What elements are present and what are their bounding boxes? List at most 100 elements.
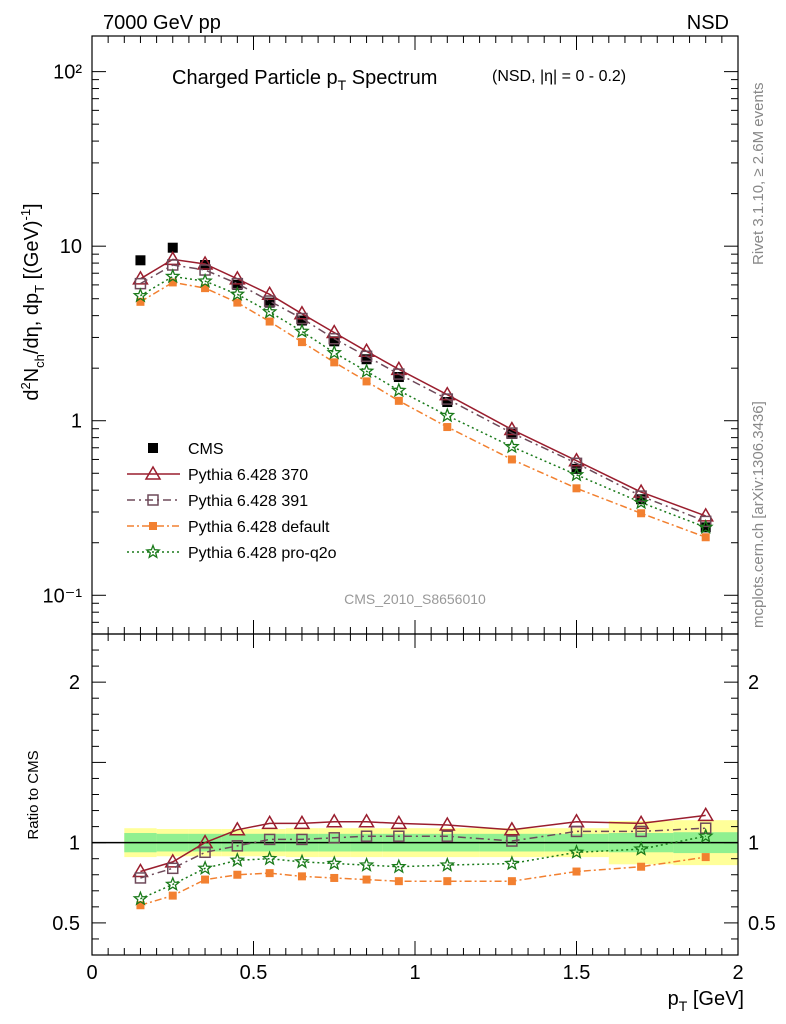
x-tick-label: 0.5 (240, 962, 268, 984)
header-process: NSD (687, 12, 729, 34)
main-point-pdefault (297, 338, 306, 347)
main-axis-ticks: 10⁻¹ 1 10 10² (43, 36, 739, 635)
main-point-pq2o (504, 438, 520, 454)
main-point-pq2o (326, 344, 343, 360)
main-point-pdefault (572, 484, 581, 493)
ratio-point-p370 (293, 814, 311, 830)
ratio-point-pq2o (197, 859, 213, 876)
x-tick-label: 1 (409, 962, 420, 984)
ratio-point-pdefault (637, 862, 646, 871)
legend-item-pdefault: Pythia 6.428 default (127, 519, 330, 536)
ratio-point-p370 (325, 813, 343, 828)
main-plot-area (132, 242, 715, 542)
ratio-point-pq2o (390, 858, 407, 874)
ratio-point-pdefault (168, 891, 177, 900)
ratio-point-p391 (199, 846, 211, 859)
ratio-point-pq2o (358, 856, 375, 872)
main-y-tick-label: 10⁻¹ (43, 585, 83, 607)
x-tick-label: 1.5 (563, 962, 591, 984)
main-point-pdefault (136, 297, 145, 306)
main-line-pq2o (140, 275, 706, 529)
main-point-cms (296, 315, 307, 326)
ratio-point-pq2o (568, 843, 585, 859)
chart-title: Charged Particle pT Spectrum (NSD, |η| =… (172, 67, 626, 93)
main-point-pdefault (201, 284, 210, 293)
ratio-y-tick-label-right: 2 (748, 672, 759, 694)
ratio-point-p391 (506, 835, 518, 847)
ratio-point-p391 (570, 825, 583, 838)
ratio-point-p391 (263, 833, 276, 846)
analysis-id: CMS_2010_S8656010 (344, 591, 486, 607)
ratio-point-p370 (229, 821, 246, 836)
ratio-point-pdefault (297, 872, 306, 881)
ratio-frame (91, 633, 739, 956)
main-point-pdefault (168, 278, 177, 287)
ratio-point-p391 (328, 832, 340, 844)
ratio-point-p370 (568, 813, 585, 828)
title-tail: Spectrum (346, 67, 437, 89)
main-point-pq2o (391, 382, 407, 398)
ratio-series-p391 (134, 822, 712, 884)
ratio-point-pdefault (136, 901, 145, 910)
title-sub: T (338, 77, 347, 93)
ratio-point-pdefault (507, 877, 516, 886)
main-point-p391 (393, 368, 405, 380)
ratio-line-p370 (140, 814, 706, 873)
ratio-point-p370 (164, 853, 182, 868)
legend-item-p391: Pythia 6.428 391 (127, 493, 308, 510)
ratio-point-pdefault (701, 853, 710, 862)
ratio-point-pq2o (164, 876, 181, 892)
legend-item-p370: Pythia 6.428 370 (127, 465, 308, 484)
main-y-tick-label: 10² (53, 62, 82, 84)
ratio-point-p370 (358, 813, 375, 828)
main-line-pdefault (140, 281, 706, 538)
ratio-y-axis-label: Ratio to CMS (25, 750, 42, 839)
ratio-point-pdefault (233, 870, 242, 879)
ratio-point-p391 (167, 862, 179, 875)
main-point-pdefault (233, 298, 242, 307)
ratio-y-tick-label: 1 (69, 833, 80, 855)
ratio-point-p391 (393, 830, 405, 842)
main-point-pq2o (197, 272, 213, 288)
main-point-pq2o (164, 268, 181, 284)
main-point-pq2o (294, 323, 310, 339)
ratio-point-p391 (134, 872, 147, 884)
title-note: (NSD, |η| = 0 - 0.2) (492, 68, 626, 85)
ratio-point-pdefault (443, 877, 452, 886)
rivet-label: Rivet 3.1.10, ≥ 2.6M events (750, 83, 767, 266)
ratio-point-p391 (699, 822, 712, 834)
ratio-line-pdefault (140, 856, 706, 906)
ratio-point-pdefault (572, 867, 581, 876)
ratio-point-p370 (132, 863, 149, 878)
legend-label: CMS (188, 441, 224, 458)
ratio-point-p370 (390, 814, 408, 830)
main-point-pq2o (229, 286, 246, 302)
main-point-cms (264, 297, 275, 308)
main-point-p391 (360, 350, 373, 363)
ratio-point-p370 (632, 814, 650, 830)
ratio-point-pq2o (326, 855, 343, 871)
ratio-point-p370 (261, 814, 278, 830)
legend-marker (149, 522, 157, 530)
ratio-point-p370 (697, 806, 715, 822)
main-point-p391 (328, 332, 340, 345)
ratio-plot-area (92, 806, 738, 910)
ratio-point-p391 (296, 833, 308, 846)
legend-item-pq2o: Pythia 6.428 pro-q2o (127, 543, 337, 562)
ratio-point-p370 (503, 821, 521, 836)
ratio-point-pdefault (330, 873, 339, 882)
main-point-cms (700, 522, 711, 533)
svg-text:Charged Particle pT Spectrum: Charged Particle pT Spectrum (172, 67, 437, 93)
ratio-point-pdefault (265, 869, 274, 878)
ratio-panel: 0 0.5 1 1.5 2 0.5 0.5 1 1 2 2 Ratio to CMS pT [GeV… (25, 633, 776, 1014)
header-energy: 7000 GeV pp (103, 12, 221, 34)
main-point-cms (232, 279, 243, 290)
main-point-p370 (568, 452, 585, 467)
legend-marker (145, 543, 161, 559)
ratio-point-p391 (441, 830, 454, 842)
main-point-pq2o (633, 494, 649, 510)
legend-marker (147, 494, 159, 506)
ratio-y-tick-label: 2 (69, 672, 80, 694)
ratio-point-p391 (635, 825, 647, 838)
